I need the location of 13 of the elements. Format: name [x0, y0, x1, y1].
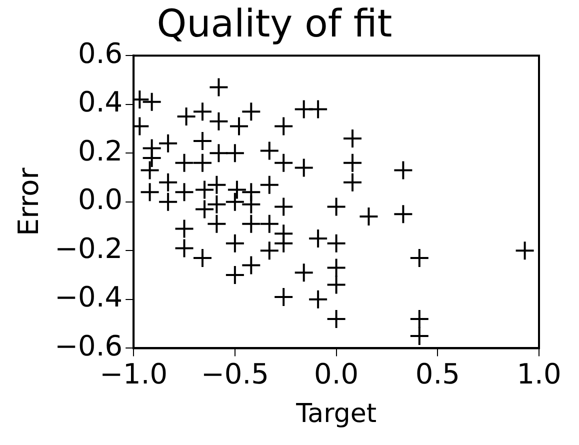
x-tick-label: 1.0 — [516, 357, 562, 390]
y-tick-label: 0.4 — [78, 86, 123, 119]
x-tick-label: 0.5 — [415, 357, 460, 390]
x-tick-label: 0.0 — [314, 357, 359, 390]
y-tick-label: −0.2 — [54, 232, 123, 265]
x-tick-label: −0.5 — [200, 357, 269, 390]
y-tick-label: 0.2 — [78, 134, 123, 168]
y-tick-label: 0.6 — [78, 36, 123, 70]
y-tick-label: −0.4 — [54, 280, 123, 314]
chart-title: Quality of fit — [156, 2, 392, 46]
y-axis-title: Error — [12, 167, 46, 236]
x-axis-title: Target — [295, 399, 377, 430]
y-tick-label: 0.0 — [78, 183, 123, 216]
